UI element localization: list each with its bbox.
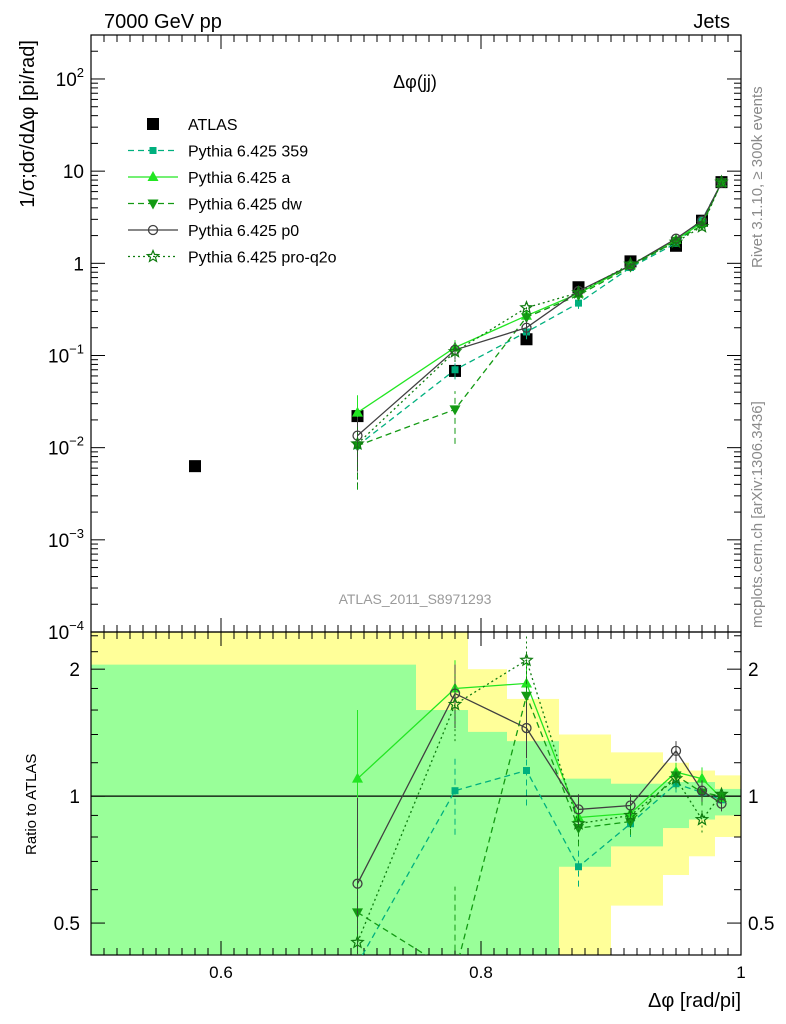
legend-marker bbox=[147, 118, 159, 130]
ratio-marker bbox=[573, 804, 584, 815]
legend-marker bbox=[145, 248, 161, 263]
x-tick-label: 1 bbox=[736, 963, 745, 982]
ratio-marker bbox=[623, 807, 638, 822]
y-tick-label: 10−3 bbox=[48, 526, 84, 552]
series-marker bbox=[694, 218, 710, 233]
analysis-label: ATLAS_2011_S8971293 bbox=[339, 591, 492, 607]
band-inner-bin bbox=[91, 664, 299, 955]
series-marker bbox=[571, 285, 586, 299]
ratio-marker bbox=[696, 785, 708, 796]
source-label: mcplots.cern.ch [arXiv:1306.3436] bbox=[749, 401, 766, 628]
header-right: Jets bbox=[693, 11, 730, 33]
ratio-marker bbox=[350, 934, 365, 949]
series-line bbox=[357, 181, 723, 445]
main-series bbox=[189, 174, 729, 490]
ratio-marker bbox=[696, 772, 708, 783]
ratio-line bbox=[356, 659, 723, 943]
legend-label: Pythia 6.425 359 bbox=[188, 144, 308, 161]
ratio-marker bbox=[716, 798, 727, 809]
ratio-series-clipped bbox=[350, 635, 729, 955]
ratio-marker bbox=[519, 652, 534, 667]
series-marker bbox=[449, 405, 461, 416]
ratio-y-tick-label: 0.5 bbox=[748, 914, 774, 935]
series-line bbox=[357, 181, 723, 447]
series-marker bbox=[625, 260, 636, 271]
ratio-marker bbox=[714, 786, 729, 801]
series-marker bbox=[521, 313, 532, 324]
series-line bbox=[357, 182, 723, 447]
series-marker bbox=[519, 300, 534, 314]
y-tick-label: 10 bbox=[63, 162, 84, 183]
plot-title: Δφ(jj) bbox=[393, 72, 437, 92]
header-left: 7000 GeV pp bbox=[104, 11, 222, 33]
ratio-marker bbox=[523, 767, 530, 775]
ratio-marker bbox=[447, 696, 463, 711]
legend-label: Pythia 6.425 pro-q2o bbox=[188, 250, 337, 267]
atlas-data-point bbox=[189, 460, 201, 473]
series-marker bbox=[696, 221, 708, 232]
y-tick-label: 10−4 bbox=[48, 618, 84, 644]
ratio-line bbox=[357, 693, 722, 955]
ratio-marker bbox=[694, 811, 710, 826]
series-marker bbox=[716, 177, 727, 188]
y-tick-label: 10−1 bbox=[48, 341, 84, 367]
ratio-marker bbox=[571, 816, 586, 830]
ratio-line bbox=[356, 692, 722, 884]
legend-marker bbox=[149, 147, 157, 154]
x-tick-label: 0.6 bbox=[209, 963, 233, 982]
series-line bbox=[357, 182, 723, 437]
legend: ATLAS Pythia 6.425 359 Pythia 6.425 a Pythi… bbox=[128, 117, 337, 267]
series-line bbox=[357, 182, 723, 414]
series-marker bbox=[670, 236, 682, 247]
uncertainty-bands bbox=[91, 632, 741, 955]
legend-marker bbox=[147, 171, 159, 181]
ratio-marker bbox=[668, 771, 684, 785]
series-marker bbox=[352, 430, 363, 441]
ratio-marker bbox=[670, 745, 682, 757]
rivet-label: Rivet 3.1.10, ≥ 300k events bbox=[749, 86, 766, 268]
y-axis-label-ratio: Ratio to ATLAS bbox=[23, 754, 40, 855]
ratio-marker bbox=[521, 722, 532, 734]
ratio-y-tick-label: 1 bbox=[69, 787, 80, 808]
legend-label: Pythia 6.425 a bbox=[188, 170, 290, 187]
series-marker bbox=[575, 299, 582, 307]
ratio-marker bbox=[670, 771, 682, 782]
series-marker bbox=[447, 344, 463, 358]
series-marker bbox=[623, 256, 638, 271]
ratio-marker bbox=[521, 691, 532, 702]
legend-label: Pythia 6.425 p0 bbox=[188, 223, 299, 240]
ratio-y-tick-label: 1 bbox=[748, 787, 759, 808]
ratio-y-tick-label: 0.5 bbox=[54, 914, 80, 935]
ratio-marker bbox=[451, 787, 459, 795]
series-marker bbox=[696, 215, 708, 226]
series-marker bbox=[668, 234, 684, 249]
series-marker bbox=[714, 174, 729, 189]
series-marker bbox=[521, 322, 532, 333]
y-tick-label: 1 bbox=[73, 254, 84, 275]
band-inner-bin bbox=[468, 731, 507, 955]
series-marker bbox=[352, 406, 363, 417]
legend-label: Pythia 6.425 dw bbox=[188, 197, 302, 214]
y-tick-label: 102 bbox=[56, 65, 84, 91]
ratio-y-tick-label: 2 bbox=[748, 660, 759, 681]
ratio-line bbox=[357, 682, 722, 819]
band-inner-bin bbox=[416, 710, 468, 955]
x-axis-label: Δφ [rad/pi] bbox=[648, 990, 741, 1012]
legend-label: ATLAS bbox=[188, 117, 238, 134]
y-axis-label-main: 1/σ;dσ/dΔφ [pi/rad] bbox=[17, 40, 39, 208]
ratio-y-tick-label: 2 bbox=[69, 660, 80, 681]
ratio-marker bbox=[575, 863, 582, 871]
band-inner-bin bbox=[507, 741, 559, 955]
x-tick-label: 0.8 bbox=[469, 963, 493, 982]
ratio-marker bbox=[352, 772, 363, 783]
ratio-series bbox=[350, 635, 729, 955]
legend-marker bbox=[147, 224, 159, 236]
series-marker bbox=[451, 366, 459, 374]
axis-tick-labels: 0.6 0.8 1 102 10 1 10−1 10−2 10−3 10−4 2 2 1 1 0.5 0.5 bbox=[48, 65, 774, 982]
series-marker bbox=[350, 436, 365, 451]
y-tick-label: 10−2 bbox=[48, 434, 84, 460]
legend-marker bbox=[147, 199, 159, 210]
